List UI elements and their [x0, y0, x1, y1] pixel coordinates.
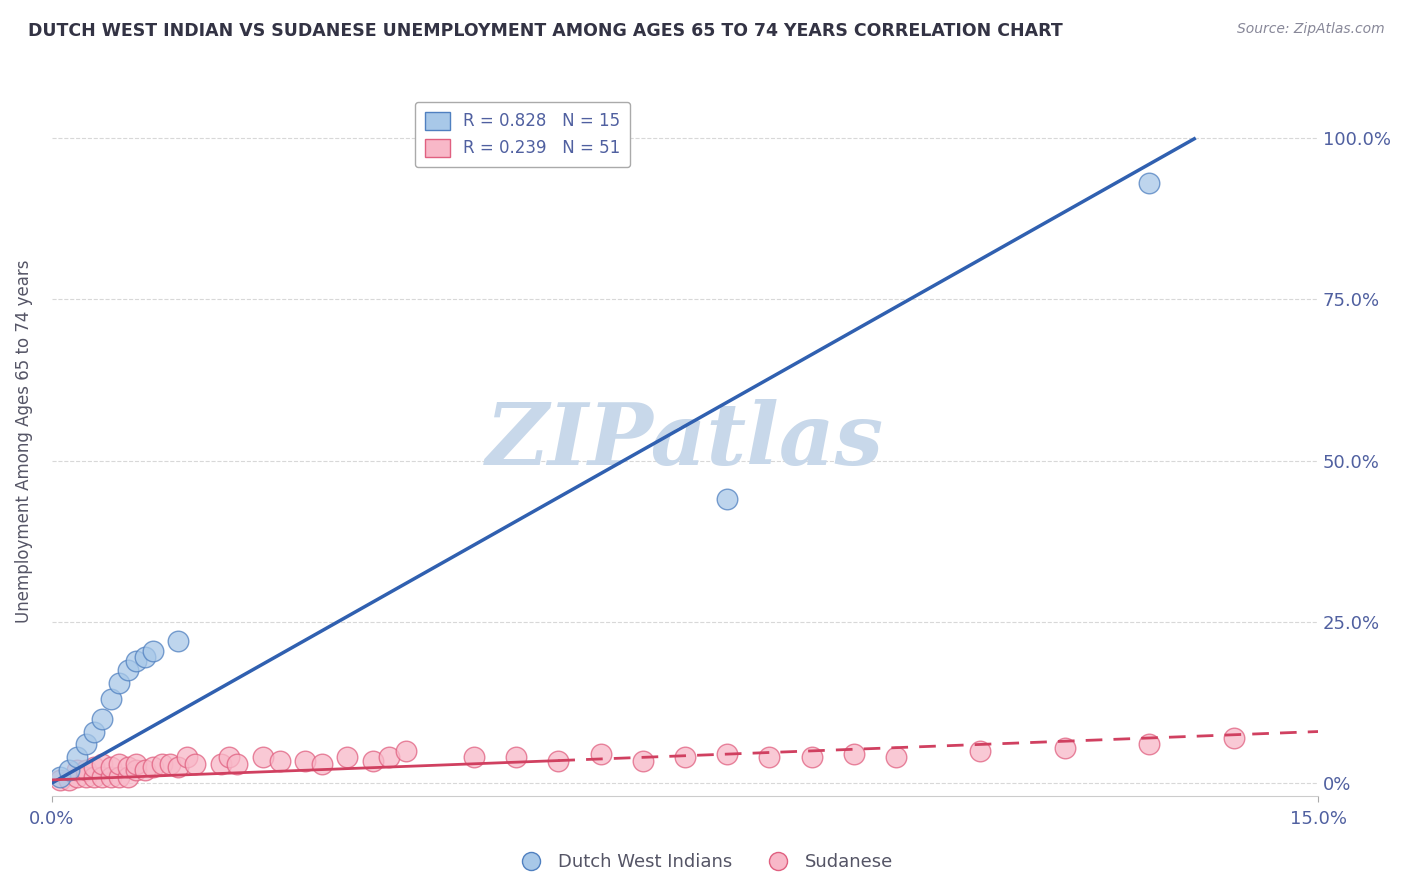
Point — [75, 764, 97, 778]
Point — [91, 770, 114, 784]
Point — [842, 747, 865, 761]
Point — [66, 750, 89, 764]
Point — [167, 634, 190, 648]
Point — [589, 747, 612, 761]
Point — [108, 770, 131, 784]
Point — [134, 764, 156, 778]
Point — [176, 750, 198, 764]
Point — [218, 750, 240, 764]
Y-axis label: Unemployment Among Ages 65 to 74 years: Unemployment Among Ages 65 to 74 years — [15, 260, 32, 623]
Point — [361, 754, 384, 768]
Point — [800, 750, 823, 764]
Point — [226, 756, 249, 771]
Point — [269, 754, 291, 768]
Point — [184, 756, 207, 771]
Point — [294, 754, 316, 768]
Text: DUTCH WEST INDIAN VS SUDANESE UNEMPLOYMENT AMONG AGES 65 TO 74 YEARS CORRELATION: DUTCH WEST INDIAN VS SUDANESE UNEMPLOYME… — [28, 22, 1063, 40]
Point — [108, 756, 131, 771]
Point — [125, 764, 148, 778]
Point — [100, 760, 122, 774]
Point — [100, 770, 122, 784]
Point — [58, 764, 80, 778]
Point — [673, 750, 696, 764]
Point — [83, 770, 105, 784]
Point — [83, 760, 105, 774]
Point — [716, 747, 738, 761]
Point — [142, 644, 165, 658]
Point — [505, 750, 527, 764]
Legend: Dutch West Indians, Sudanese: Dutch West Indians, Sudanese — [506, 847, 900, 879]
Point — [547, 754, 569, 768]
Point — [66, 764, 89, 778]
Point — [209, 756, 232, 771]
Point — [91, 756, 114, 771]
Point — [75, 770, 97, 784]
Point — [252, 750, 274, 764]
Point — [91, 712, 114, 726]
Point — [1137, 738, 1160, 752]
Point — [49, 770, 72, 784]
Point — [167, 760, 190, 774]
Point — [395, 744, 418, 758]
Point — [1053, 740, 1076, 755]
Point — [631, 754, 654, 768]
Point — [1222, 731, 1244, 745]
Legend: R = 0.828   N = 15, R = 0.239   N = 51: R = 0.828 N = 15, R = 0.239 N = 51 — [415, 102, 630, 168]
Point — [311, 756, 333, 771]
Point — [134, 650, 156, 665]
Text: Source: ZipAtlas.com: Source: ZipAtlas.com — [1237, 22, 1385, 37]
Point — [83, 724, 105, 739]
Point — [117, 770, 139, 784]
Point — [66, 770, 89, 784]
Point — [108, 676, 131, 690]
Point — [716, 492, 738, 507]
Point — [758, 750, 780, 764]
Point — [75, 738, 97, 752]
Point — [150, 756, 173, 771]
Point — [49, 772, 72, 787]
Point — [117, 760, 139, 774]
Point — [884, 750, 907, 764]
Point — [125, 756, 148, 771]
Point — [142, 760, 165, 774]
Point — [100, 692, 122, 706]
Point — [58, 772, 80, 787]
Point — [125, 654, 148, 668]
Point — [969, 744, 991, 758]
Text: ZIPatlas: ZIPatlas — [486, 400, 884, 483]
Point — [463, 750, 485, 764]
Point — [336, 750, 359, 764]
Point — [1137, 176, 1160, 190]
Point — [378, 750, 401, 764]
Point — [159, 756, 181, 771]
Point — [117, 663, 139, 677]
